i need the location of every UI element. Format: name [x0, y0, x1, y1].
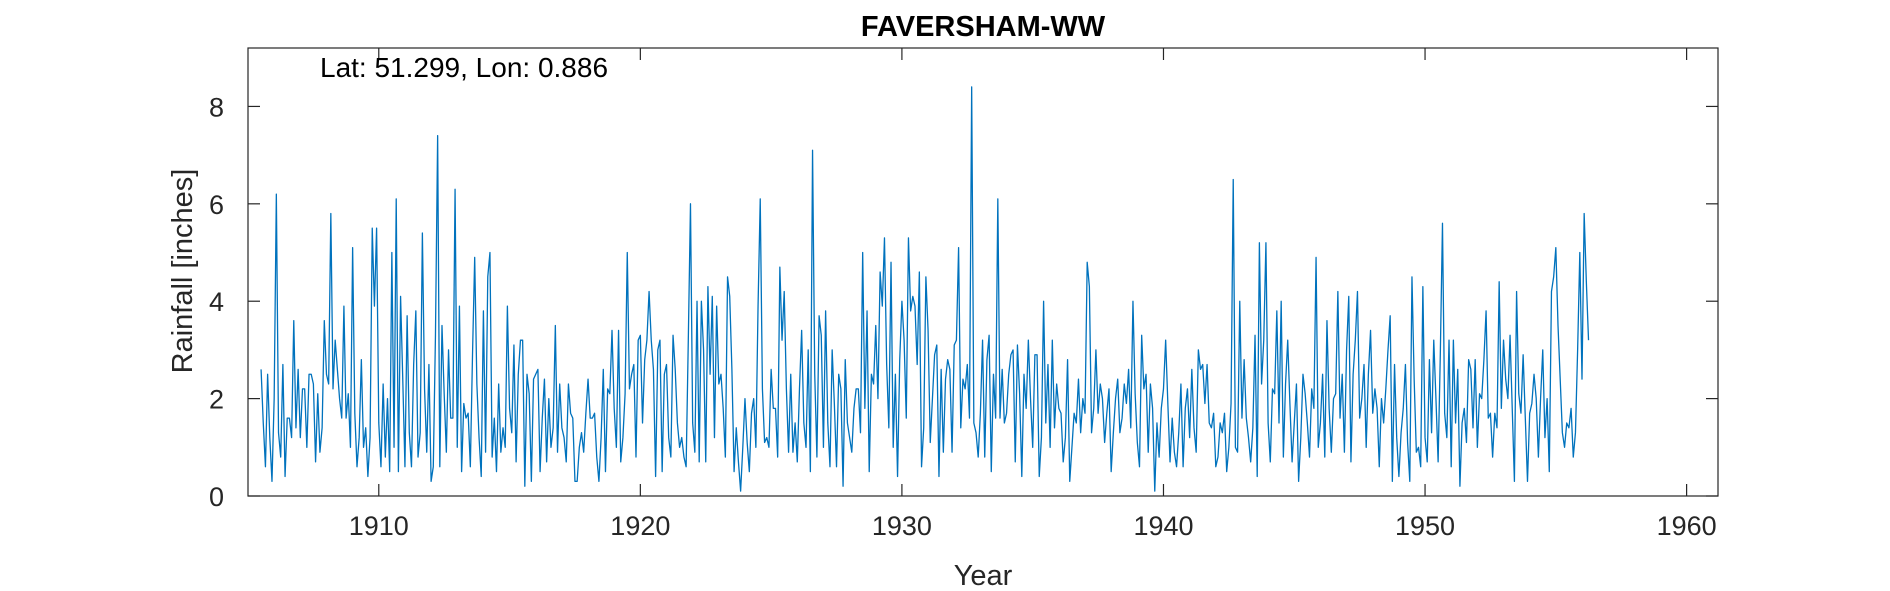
x-tick-label: 1950 [1395, 511, 1455, 541]
y-tick-label: 0 [209, 482, 224, 512]
y-tick-label: 6 [209, 190, 224, 220]
x-tick-label: 1920 [610, 511, 670, 541]
tick-labels: 1910 1920 1930 1940 1950 1960 0 2 4 6 8 [209, 92, 1717, 541]
y-axis-title: Rainfall [inches] [167, 169, 199, 374]
plot-area [260, 86, 1590, 492]
x-axis-title: Year [954, 560, 1013, 591]
y-tick-label: 2 [209, 385, 224, 415]
axes-box [247, 47, 1719, 497]
chart-title: FAVERSHAM-WW [861, 11, 1106, 43]
x-tick-label: 1960 [1657, 511, 1717, 541]
x-tick-label: 1940 [1133, 511, 1193, 541]
axes [247, 47, 1719, 497]
series-line-1 [260, 86, 1590, 492]
x-tick-label: 1910 [349, 511, 409, 541]
y-tick-label: 4 [209, 287, 224, 317]
station-coordinates: Lat: 51.299, Lon: 0.886 [320, 52, 608, 83]
y-tick-label: 8 [209, 92, 224, 122]
x-tick-label: 1930 [872, 511, 932, 541]
